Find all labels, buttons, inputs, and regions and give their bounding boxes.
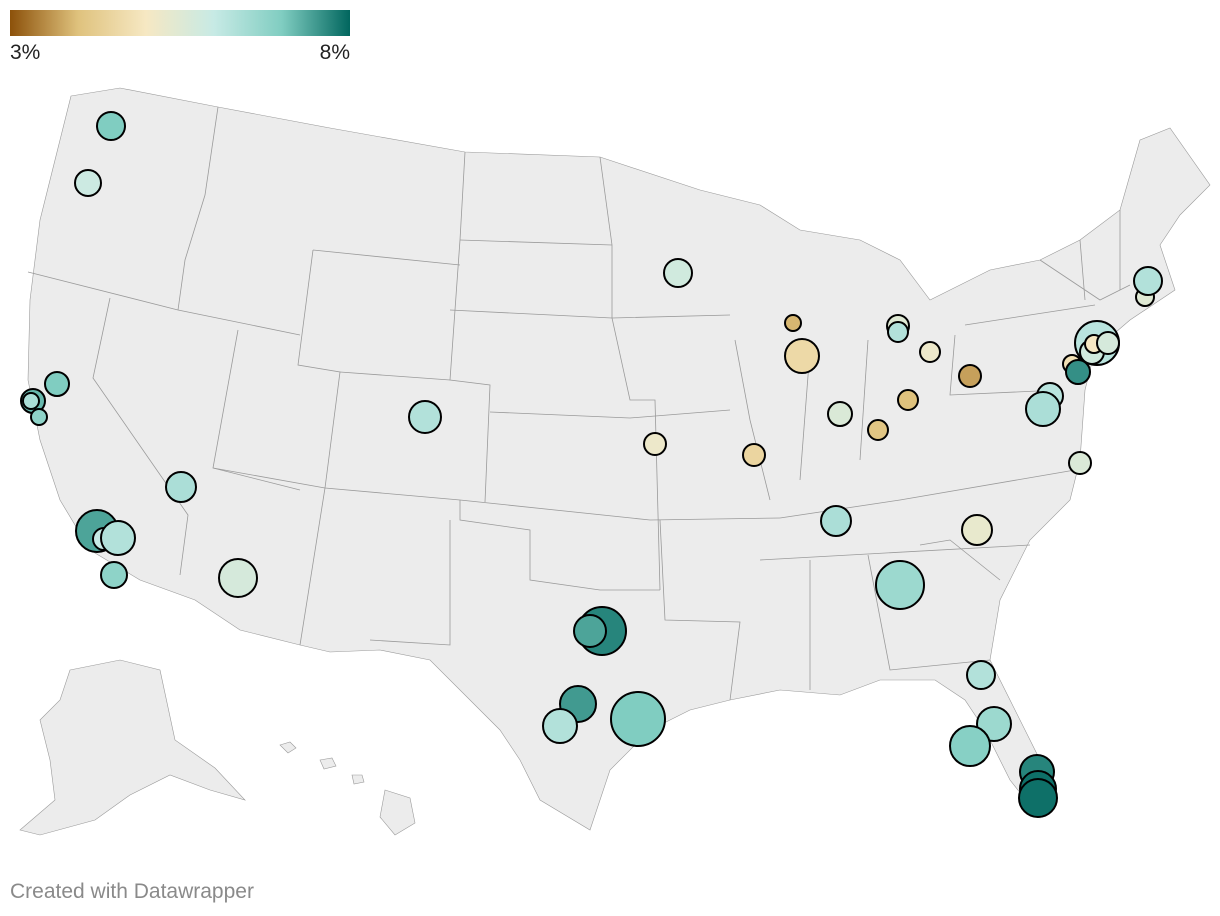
metro-marker-cleveland[interactable] xyxy=(919,341,941,363)
border-line xyxy=(919,539,1001,581)
metro-markers xyxy=(20,111,1163,818)
border-line xyxy=(312,249,461,266)
border-line xyxy=(489,409,731,419)
metro-marker-boston[interactable] xyxy=(1133,266,1163,296)
border-line xyxy=(859,339,869,461)
metro-marker-tampa[interactable] xyxy=(949,725,991,767)
metro-marker-minneapolis[interactable] xyxy=(663,258,693,288)
metro-marker-detroit[interactable] xyxy=(887,321,909,343)
metro-marker-wilmington[interactable] xyxy=(1065,359,1091,385)
metro-marker-sacramento[interactable] xyxy=(44,371,70,397)
border-line xyxy=(177,106,219,311)
metro-marker-san-jose[interactable] xyxy=(30,408,48,426)
metro-marker-fort-worth[interactable] xyxy=(573,614,607,648)
metro-marker-st-louis[interactable] xyxy=(742,443,766,467)
metro-marker-kansas-city[interactable] xyxy=(643,432,667,456)
metro-marker-las-vegas[interactable] xyxy=(165,471,197,503)
metro-marker-nashville[interactable] xyxy=(820,505,852,537)
metro-marker-indianapolis[interactable] xyxy=(827,401,853,427)
legend-min-label: 3% xyxy=(10,41,41,64)
metro-marker-jacksonville[interactable] xyxy=(966,660,996,690)
legend-max-label: 8% xyxy=(319,41,350,64)
metro-marker-atlanta[interactable] xyxy=(875,560,925,610)
color-legend: 3% 8% xyxy=(10,10,350,64)
metro-marker-seattle[interactable] xyxy=(96,111,126,141)
border-line xyxy=(339,371,451,381)
border-line xyxy=(459,239,613,246)
border-line xyxy=(27,271,301,336)
border-line xyxy=(779,469,1076,519)
metro-marker-san-diego[interactable] xyxy=(100,561,128,589)
border-line xyxy=(449,309,731,319)
border-line xyxy=(964,304,1096,326)
border-line xyxy=(92,297,189,576)
metro-marker-oakland[interactable] xyxy=(22,392,40,410)
hawaii-landmass xyxy=(279,741,416,836)
metro-marker-houston[interactable] xyxy=(610,691,666,747)
legend-gradient-bar xyxy=(10,10,350,36)
metro-marker-cincinnati[interactable] xyxy=(867,419,889,441)
border-line xyxy=(599,156,661,591)
metro-marker-richmond[interactable] xyxy=(1068,451,1092,475)
land-layer xyxy=(19,87,1211,836)
state-borders xyxy=(27,106,1131,701)
alaska-landmass xyxy=(19,659,246,836)
metro-marker-columbus[interactable] xyxy=(897,389,919,411)
metro-marker-portland[interactable] xyxy=(74,169,102,197)
border-line xyxy=(659,519,741,701)
datawrapper-credit: Created with Datawrapper xyxy=(10,880,254,903)
metro-marker-washington[interactable] xyxy=(1025,391,1061,427)
border-line xyxy=(1079,239,1086,301)
metro-marker-phoenix[interactable] xyxy=(218,558,258,598)
metro-marker-milwaukee[interactable] xyxy=(784,314,802,332)
metro-marker-chicago[interactable] xyxy=(784,338,820,374)
metro-marker-san-antonio[interactable] xyxy=(542,708,578,744)
border-line xyxy=(734,339,771,501)
border-line xyxy=(459,500,660,591)
border-line xyxy=(759,544,1031,561)
border-line xyxy=(949,334,1061,396)
metro-marker-long-island[interactable] xyxy=(1096,331,1120,355)
metro-marker-charlotte[interactable] xyxy=(961,514,993,546)
border-line xyxy=(369,520,451,646)
metro-marker-riverside[interactable] xyxy=(100,520,136,556)
metro-marker-pittsburgh[interactable] xyxy=(958,364,982,388)
metro-marker-miami[interactable] xyxy=(1018,778,1058,818)
border-line xyxy=(867,554,991,671)
metro-marker-denver[interactable] xyxy=(408,400,442,434)
